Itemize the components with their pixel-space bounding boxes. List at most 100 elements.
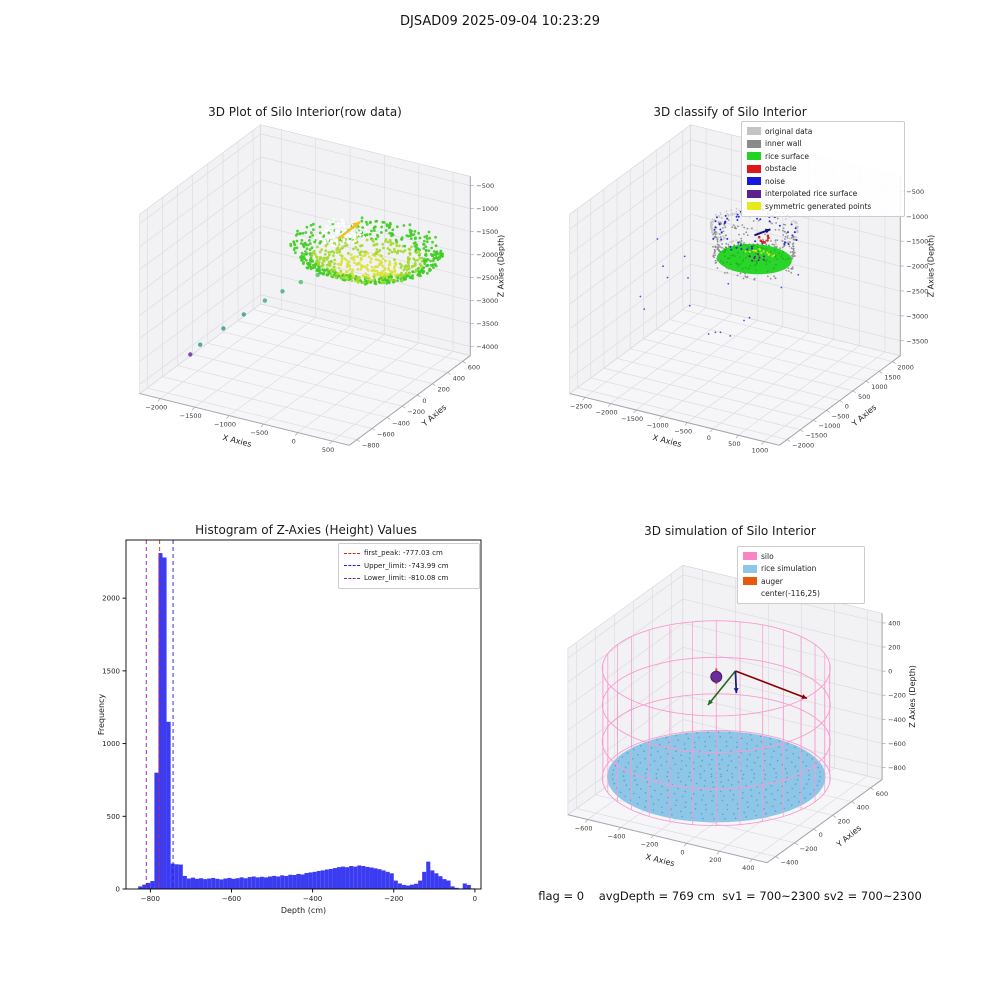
svg-text:400: 400 <box>888 619 900 627</box>
svg-text:Y Axies: Y Axies <box>834 823 863 849</box>
svg-text:0: 0 <box>819 831 823 839</box>
legend-label: Lower_limit: -810.08 cm <box>364 574 449 583</box>
legend-swatch <box>743 564 757 573</box>
legend-item: first_peak: -777.03 cm <box>344 547 474 560</box>
legend-swatch <box>747 127 761 136</box>
silo-wireframe <box>601 620 831 827</box>
svg-text:−400: −400 <box>608 832 626 840</box>
legend-label: rice surface <box>765 151 810 161</box>
svg-text:−600: −600 <box>377 431 395 439</box>
svg-text:1500: 1500 <box>884 373 901 381</box>
svg-text:−600: −600 <box>888 740 906 748</box>
status-text: flag = 0 avgDepth = 769 cm sv1 = 700~230… <box>538 889 922 903</box>
legend-line-sample <box>344 552 360 554</box>
legend-label: obstacle <box>765 164 797 174</box>
markers <box>707 668 808 706</box>
legend-swatch <box>747 152 761 161</box>
svg-text:−2000: −2000 <box>906 263 928 271</box>
svg-text:−800: −800 <box>362 442 380 450</box>
sim-legend: silo rice simulation auger center(-116,25) <box>737 546 865 604</box>
sim3d-canvas: −600−400−2000200400−400−2000200400600−80… <box>567 564 917 872</box>
legend-item: original data <box>747 125 899 138</box>
svg-text:−200: −200 <box>888 692 906 700</box>
legend-item: interpolated rice surface <box>747 188 899 201</box>
svg-text:−600: −600 <box>575 824 593 832</box>
svg-text:−200: −200 <box>384 895 403 903</box>
svg-text:−400: −400 <box>888 716 906 724</box>
svg-text:500: 500 <box>322 446 334 454</box>
legend-swatch <box>747 164 761 173</box>
svg-text:0: 0 <box>422 397 426 405</box>
svg-text:−1500: −1500 <box>180 412 202 420</box>
svg-text:−400: −400 <box>392 419 410 427</box>
legend-item: rice surface <box>747 150 899 163</box>
svg-text:Depth (cm): Depth (cm) <box>281 906 326 915</box>
legend-item: auger <box>743 575 859 588</box>
legend-item: noise <box>747 175 899 188</box>
legend-item: symmetric generated points <box>747 200 899 213</box>
svg-text:0: 0 <box>845 403 849 411</box>
classified-cylinder <box>710 207 799 281</box>
legend-label: first_peak: -777.03 cm <box>364 549 443 558</box>
sim3d-title: 3D simulation of Silo Interior <box>644 524 816 538</box>
legend-swatch <box>743 577 757 586</box>
svg-text:400: 400 <box>857 804 869 812</box>
histogram-title: Histogram of Z-Axies (Height) Values <box>195 523 417 537</box>
legend-label: silo <box>761 551 774 561</box>
svg-text:−2000: −2000 <box>476 251 498 259</box>
svg-text:0: 0 <box>707 434 711 442</box>
legend-swatch <box>747 177 761 186</box>
histogram-bars <box>138 553 475 889</box>
svg-text:−800: −800 <box>141 895 160 903</box>
outlier-points <box>188 272 320 357</box>
svg-text:−1500: −1500 <box>805 432 827 440</box>
svg-text:−500: −500 <box>832 412 850 420</box>
svg-text:−2000: −2000 <box>596 409 618 417</box>
axes3d: −600−400−2000200400−400−2000200400600−80… <box>567 564 917 872</box>
svg-text:500: 500 <box>107 813 120 821</box>
svg-text:0: 0 <box>292 438 296 446</box>
svg-text:−2000: −2000 <box>792 441 814 449</box>
svg-text:−1500: −1500 <box>906 238 928 246</box>
svg-text:0: 0 <box>116 886 120 894</box>
marker-arrow <box>337 220 361 240</box>
figure-suptitle: DJSAD09 2025-09-04 10:23:29 <box>400 14 600 29</box>
svg-text:1000: 1000 <box>871 383 888 391</box>
svg-text:−2500: −2500 <box>570 402 592 410</box>
svg-text:Z Axies (Depth): Z Axies (Depth) <box>926 235 935 298</box>
svg-text:200: 200 <box>838 817 850 825</box>
legend-item: rice simulation <box>743 563 859 576</box>
svg-text:X Axies: X Axies <box>645 852 676 868</box>
histogram-legend: first_peak: -777.03 cm Upper_limit: -743.… <box>338 543 480 589</box>
legend-label: center(-116,25) <box>761 589 820 599</box>
legend-label: Upper_limit: -743.99 cm <box>364 561 449 570</box>
threshold-lines <box>145 540 174 889</box>
svg-text:−4000: −4000 <box>476 343 498 351</box>
svg-text:−1000: −1000 <box>906 213 928 221</box>
svg-text:−2500: −2500 <box>476 274 498 282</box>
svg-text:−500: −500 <box>674 428 692 436</box>
legend-label: interpolated rice surface <box>765 189 858 199</box>
legend-swatch <box>747 202 761 211</box>
svg-text:200: 200 <box>888 644 900 652</box>
raw3d-title: 3D Plot of Silo Interior(row data) <box>208 105 402 119</box>
svg-text:−2500: −2500 <box>906 287 928 295</box>
svg-text:400: 400 <box>742 864 754 872</box>
svg-text:−1500: −1500 <box>476 228 498 236</box>
legend-item: Upper_limit: -743.99 cm <box>344 560 474 573</box>
svg-text:−1000: −1000 <box>214 421 236 429</box>
legend-swatch <box>747 139 761 148</box>
svg-text:200: 200 <box>437 386 449 394</box>
legend-item: center(-116,25) <box>743 588 859 601</box>
svg-text:2000: 2000 <box>897 364 914 372</box>
legend-item: obstacle <box>747 163 899 176</box>
legend-swatch <box>747 189 761 198</box>
svg-text:−200: −200 <box>641 840 659 848</box>
svg-text:500: 500 <box>728 440 740 448</box>
axes3d: −2000−1500−1000−5000500−800−600−400−2000… <box>139 124 505 454</box>
legend-line-sample <box>344 577 360 579</box>
svg-text:Frequency: Frequency <box>97 694 106 736</box>
svg-text:1000: 1000 <box>752 447 769 455</box>
svg-text:−500: −500 <box>250 429 268 437</box>
